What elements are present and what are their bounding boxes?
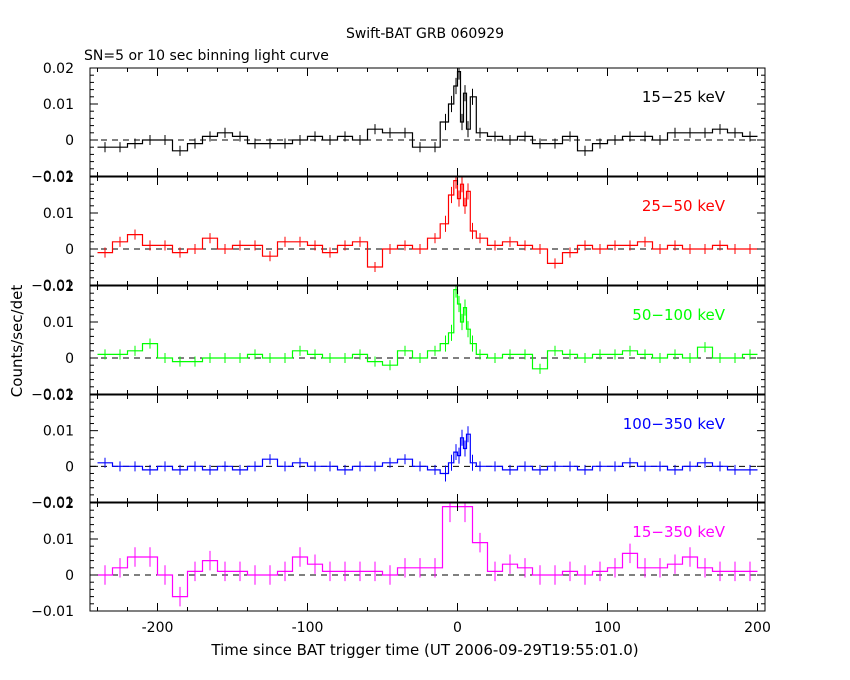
series-label: 100−350 keV — [623, 415, 726, 433]
y-tick-label: 0.01 — [43, 424, 74, 440]
panel-frame — [89, 502, 766, 612]
panel-frame — [89, 67, 766, 177]
panel-data-area — [90, 68, 765, 156]
series-label: 25−50 keV — [642, 197, 726, 215]
y-tick-label: 0.02 — [43, 388, 74, 404]
x-tick-label: -100 — [292, 620, 324, 636]
panel-data-area — [90, 503, 765, 607]
y-tick-label: 0.02 — [43, 279, 74, 295]
y-tick-label: 0 — [65, 242, 74, 258]
y-tick-label: −0.01 — [31, 278, 74, 294]
light-curve-step — [97, 71, 758, 152]
y-tick-label: 0.01 — [43, 97, 74, 113]
y-tick-label: −0.01 — [31, 604, 74, 620]
chart-title: Swift-BAT GRB 060929 — [346, 26, 504, 42]
y-tick-label: 0.01 — [43, 315, 74, 331]
panel-data-area — [90, 177, 765, 273]
y-tick-label: −0.01 — [31, 169, 74, 185]
panel-50-100: −0.01 0 0.01 0.02 50−100 keV — [31, 279, 766, 403]
y-tick-label: 0.02 — [43, 61, 74, 77]
y-tick-label: 0 — [65, 133, 74, 149]
y-tick-label: 0.01 — [43, 206, 74, 222]
panels-group: −0.01 0 0.01 0.02 15−25 keV −0.01 0 0.01 0.02 25−… — [31, 61, 771, 636]
panel-data-area — [90, 286, 765, 374]
y-axis-label: Counts/sec/det — [8, 285, 26, 398]
x-tick-label: 0 — [453, 620, 462, 636]
panel-frame — [89, 285, 766, 395]
chart-subtitle: SN=5 or 10 sec binning light curve — [84, 48, 329, 64]
x-axis-label: Time since BAT trigger time (UT 2006-09-… — [210, 641, 638, 659]
y-tick-label: 0 — [65, 351, 74, 367]
series-label: 15−350 keV — [632, 523, 725, 541]
panel-15-25: −0.01 0 0.01 0.02 15−25 keV — [31, 61, 766, 185]
panel-100-350: −0.01 0 0.01 0.02 100−350 keV — [31, 388, 766, 511]
panel-data-area — [90, 426, 765, 482]
light-curve-step — [97, 289, 758, 370]
y-tick-label: 0.02 — [43, 496, 74, 512]
panel-frame — [89, 394, 766, 503]
series-label: 50−100 keV — [632, 306, 725, 324]
light-curve-step — [97, 506, 758, 598]
light-curve-step — [97, 433, 758, 475]
panel-15-350: -200 -100 0 100 200 −0.01 0 0.01 0.02 15−350 keV — [31, 496, 771, 636]
x-tick-label: -200 — [142, 620, 174, 636]
panel-frame — [89, 176, 766, 286]
x-tick-label: 100 — [594, 620, 621, 636]
y-tick-label: 0.02 — [43, 170, 74, 186]
y-tick-label: 0 — [65, 459, 74, 475]
series-label: 15−25 keV — [642, 88, 726, 106]
y-tick-label: 0.01 — [43, 532, 74, 548]
x-tick-label: 200 — [744, 620, 771, 636]
y-tick-label: −0.01 — [31, 495, 74, 511]
panel-25-50: −0.01 0 0.01 0.02 25−50 keV — [31, 170, 766, 294]
y-tick-label: −0.01 — [31, 387, 74, 403]
y-tick-label: 0 — [65, 568, 74, 584]
light-curve-step — [97, 180, 758, 268]
